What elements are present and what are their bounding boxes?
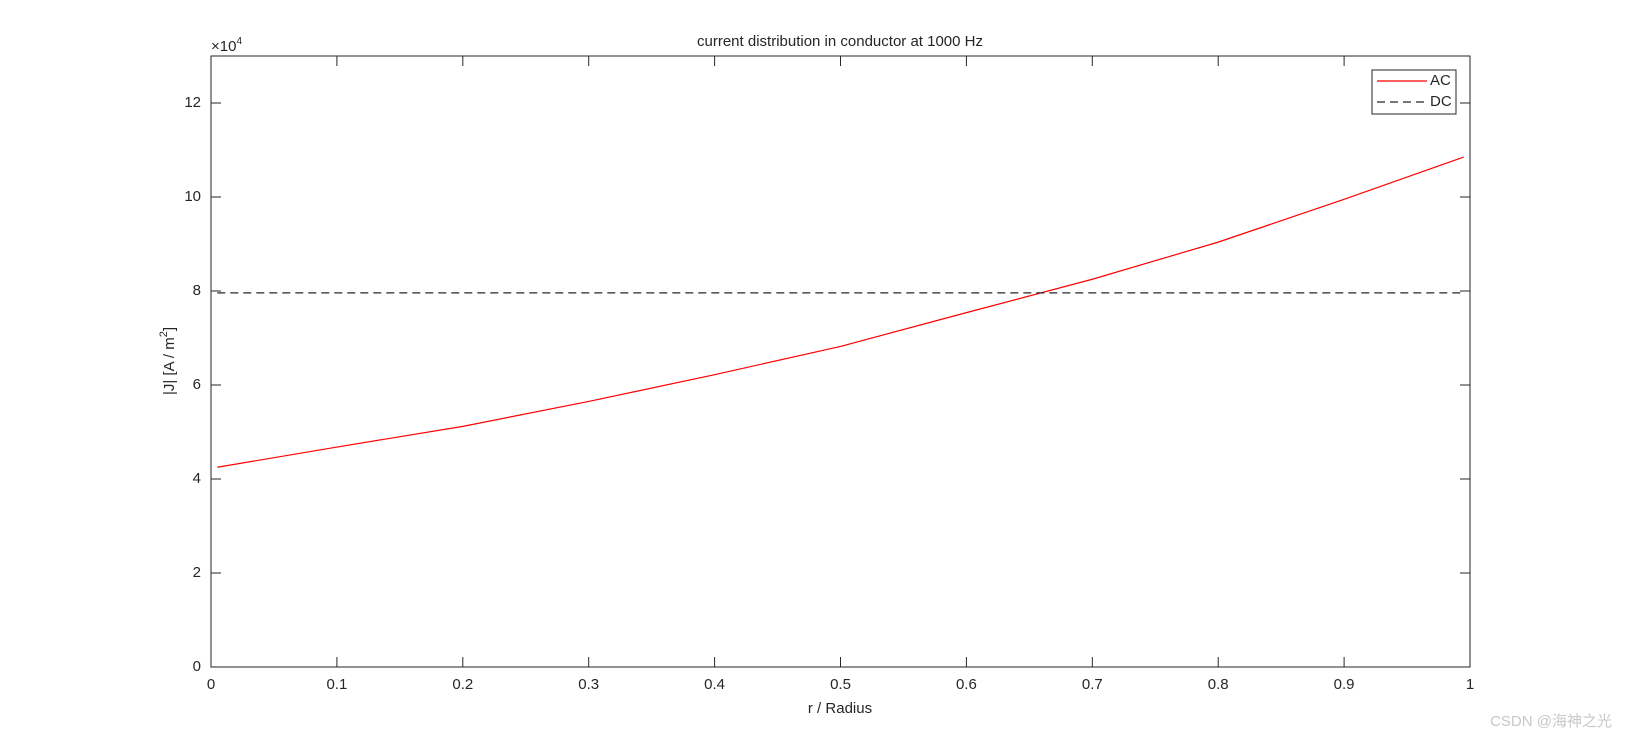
x-tick-label: 0 — [207, 676, 215, 693]
y-label-text: |J| [A / m — [161, 337, 178, 395]
y-axis-label: |J| [A / m2] — [158, 327, 178, 395]
x-tick-label: 0.4 — [704, 676, 725, 693]
legend-box — [1371, 69, 1457, 115]
y-tick-label: 10 — [184, 188, 201, 205]
y-tick-label: 6 — [193, 376, 201, 393]
legend-label: AC — [1430, 72, 1451, 89]
x-tick-label: 0.8 — [1208, 676, 1229, 693]
x-tick-label: 1 — [1466, 676, 1474, 693]
x-tick-label: 0.9 — [1334, 676, 1355, 693]
y-tick-label: 2 — [193, 564, 201, 581]
chart-title: current distribution in conductor at 100… — [697, 33, 983, 50]
x-axis-label: r / Radius — [808, 700, 872, 717]
x-tick-label: 0.2 — [452, 676, 473, 693]
x-tick-label: 0.6 — [956, 676, 977, 693]
y-tick-label: 4 — [193, 470, 201, 487]
legend-label: DC — [1430, 93, 1452, 110]
series-line — [217, 156, 1464, 468]
x-tick-label: 0.5 — [830, 676, 851, 693]
x-tick-label: 0.7 — [1082, 676, 1103, 693]
x-tick-label: 0.3 — [578, 676, 599, 693]
y-label-sup: 2 — [158, 331, 170, 337]
y-tick-label: 8 — [193, 282, 201, 299]
watermark: CSDN @海神之光 — [1490, 713, 1612, 730]
y-exponent: ×104 — [211, 36, 242, 55]
x-tick-label: 0.1 — [326, 676, 347, 693]
y-exponent-base: ×10 — [211, 38, 236, 55]
y-label-text: ] — [161, 327, 178, 331]
y-tick-label: 12 — [184, 94, 201, 111]
y-tick-label: 0 — [193, 658, 201, 675]
y-exponent-power: 4 — [236, 36, 242, 47]
